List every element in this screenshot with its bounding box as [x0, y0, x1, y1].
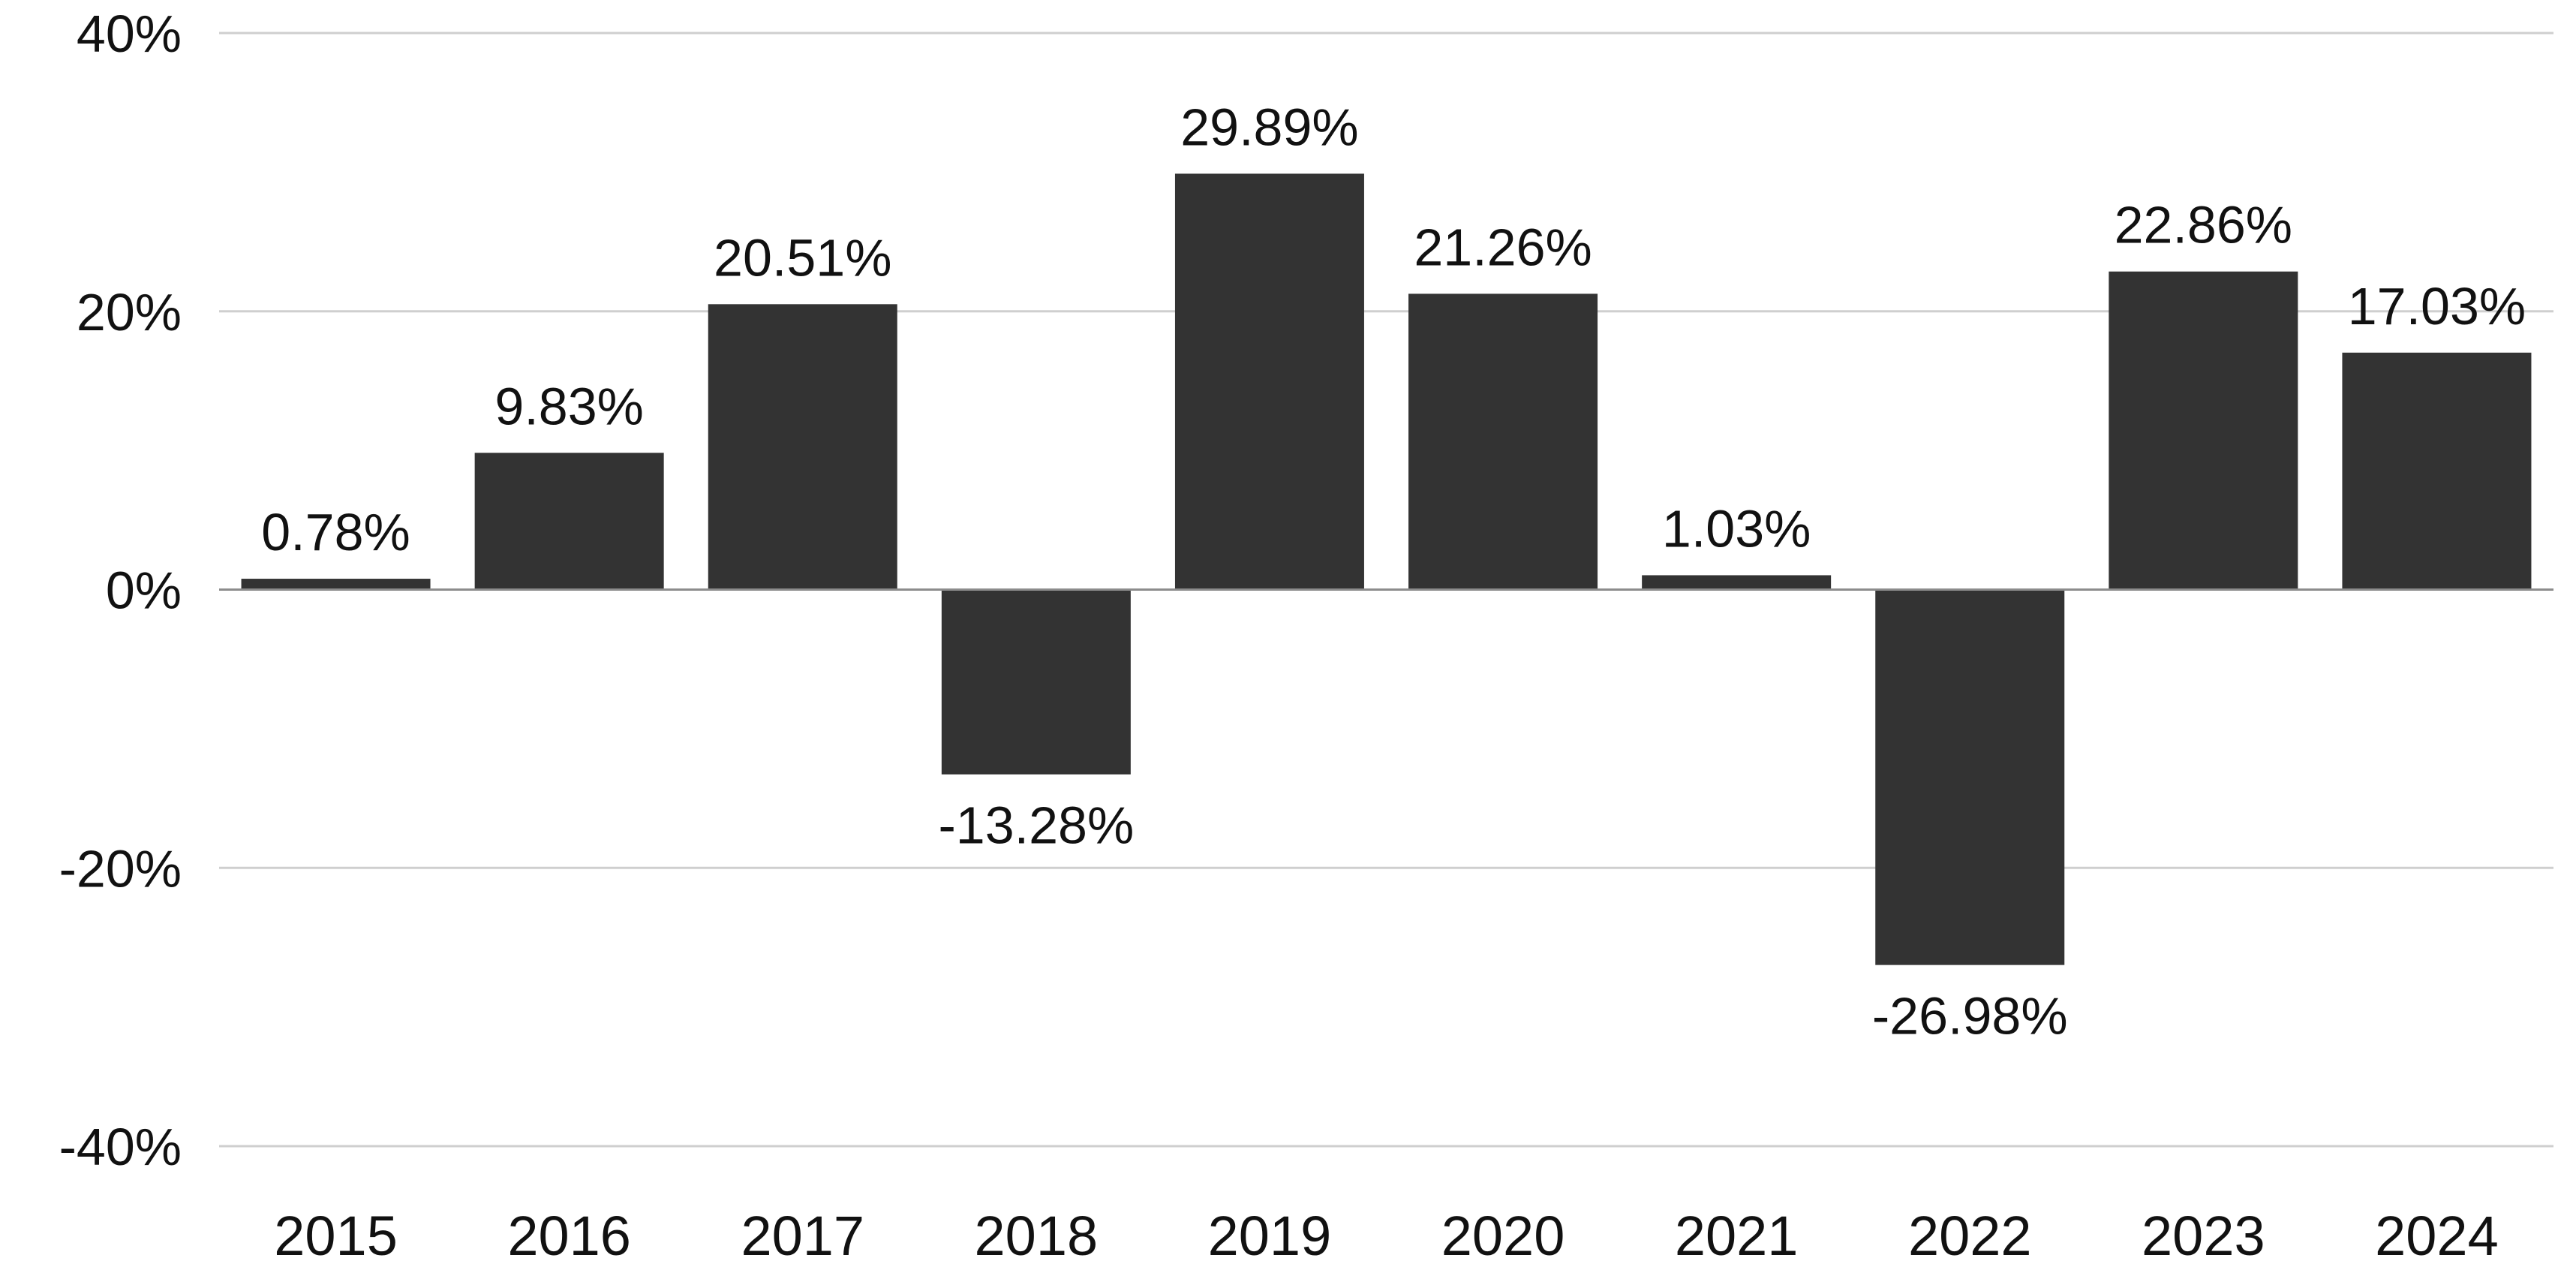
- data-label: 1.03%: [1662, 499, 1811, 558]
- data-labels: 0.78% 9.83% 20.51% -13.28% 29.89% 21.26% 1.03%…: [261, 98, 2526, 1045]
- data-label: 9.83%: [494, 377, 643, 435]
- x-tick-label: 2021: [1675, 1205, 1799, 1267]
- bar: [708, 304, 897, 590]
- data-label: 21.26%: [1414, 218, 1592, 276]
- bar: [1174, 173, 1364, 590]
- x-tick-label: 2019: [1208, 1205, 1332, 1267]
- x-tick-label: 2015: [274, 1205, 398, 1267]
- x-tick-label: 2020: [1441, 1205, 1565, 1267]
- x-tick-label: 2022: [1908, 1205, 2032, 1267]
- bar: [1642, 575, 1832, 590]
- bar: [1875, 589, 2065, 965]
- data-label: 17.03%: [2348, 277, 2526, 336]
- x-tick-label: 2024: [2375, 1205, 2499, 1267]
- bar: [2342, 352, 2532, 590]
- x-tick-label: 2016: [507, 1205, 631, 1267]
- y-axis-tick-labels: 40% 20% 0% -20% -40%: [59, 5, 182, 1176]
- bar: [1408, 293, 1598, 590]
- bar: [941, 589, 1131, 775]
- y-tick-label: 20%: [77, 283, 182, 342]
- data-label: 20.51%: [714, 228, 891, 287]
- y-tick-label: -20%: [59, 839, 182, 898]
- data-label: 0.78%: [261, 503, 410, 561]
- data-label: 22.86%: [2115, 196, 2292, 254]
- y-tick-label: 40%: [77, 5, 182, 63]
- bar: [474, 453, 664, 590]
- bar: [2109, 271, 2298, 590]
- data-label: -26.98%: [1872, 987, 2068, 1046]
- x-axis-category-labels: 2015 2016 2017 2018 2019 2020 2021 2022 2023 2024: [274, 1205, 2499, 1267]
- data-label: -13.28%: [938, 796, 1134, 855]
- x-tick-label: 2017: [741, 1205, 864, 1267]
- x-tick-label: 2023: [2142, 1205, 2265, 1267]
- bars: [241, 173, 2532, 965]
- y-tick-label: -40%: [59, 1118, 182, 1176]
- x-tick-label: 2018: [975, 1205, 1099, 1267]
- bar: [241, 579, 431, 590]
- y-tick-label: 0%: [106, 561, 182, 620]
- data-label: 29.89%: [1180, 98, 1358, 156]
